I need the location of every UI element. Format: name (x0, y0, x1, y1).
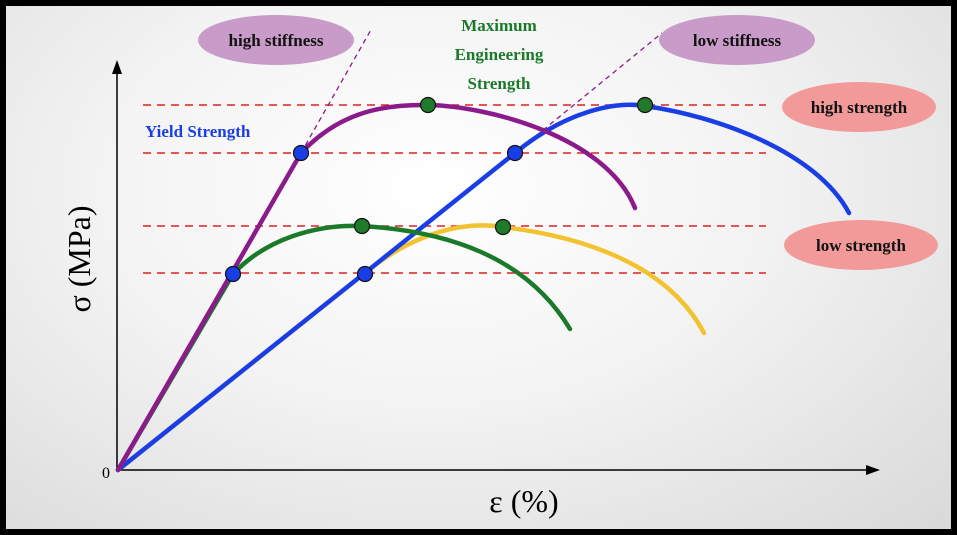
low-strength-bubble (784, 220, 938, 270)
yield-point-yellow (356, 265, 374, 283)
diagram-frame: high stiffness low stiffness high streng… (6, 6, 951, 529)
curve-yellow-low-stiffness-low-strength (115, 223, 707, 473)
max-point-purple (419, 96, 437, 114)
max-point-green (353, 217, 371, 235)
high-strength-bubble (782, 82, 936, 132)
stress-strain-diagram: high stiffness low stiffness high streng… (61, 15, 938, 519)
curve-purple-high-stiffness-high-strength (115, 102, 638, 473)
high-stiffness-label: high stiffness (229, 31, 324, 50)
low-strength-label: low strength (816, 236, 906, 255)
x-axis-label: ε (%) (489, 483, 558, 519)
low-stiffness-bubble (659, 15, 815, 65)
yield-point-blue (506, 144, 524, 162)
max-point-blue (636, 96, 654, 114)
high-strength-label: high strength (811, 98, 908, 117)
high-stiffness-extension (300, 27, 373, 154)
max-strength-points (353, 96, 654, 236)
axes (112, 60, 880, 475)
high-stiffness-bubble (198, 15, 354, 65)
curve-green-high-stiffness-low-strength (115, 223, 573, 473)
max-strength-label-line1: Maximum (461, 16, 537, 35)
yield-points (224, 144, 524, 283)
max-point-yellow (494, 218, 512, 236)
max-strength-label-line3: Strength (468, 74, 532, 93)
yield-point-purple (292, 144, 310, 162)
yield-point-green (224, 265, 242, 283)
yield-strength-label: Yield Strength (145, 122, 251, 141)
y-axis-label: σ (MPa) (61, 205, 97, 312)
low-stiffness-label: low stiffness (693, 31, 782, 50)
max-strength-label-line2: Engineering (455, 45, 544, 64)
origin-label: 0 (102, 465, 110, 482)
